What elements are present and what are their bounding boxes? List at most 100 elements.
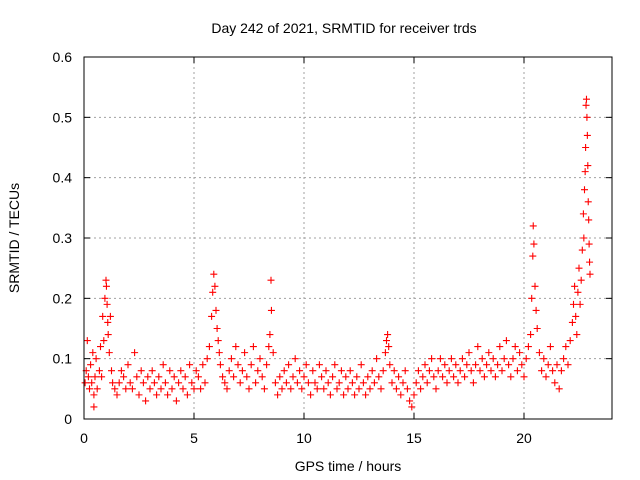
data-point: [421, 361, 429, 369]
data-point: [282, 379, 290, 387]
data-point: [106, 312, 114, 320]
data-point: [247, 361, 255, 369]
data-point: [88, 379, 96, 387]
data-point: [276, 373, 284, 381]
data-point: [342, 373, 350, 381]
data-point: [159, 361, 167, 369]
data-point: [395, 373, 403, 381]
data-point: [456, 367, 464, 375]
data-point: [469, 379, 477, 387]
data-point: [397, 391, 405, 399]
data-points: [81, 95, 594, 411]
data-point: [487, 367, 495, 375]
data-point: [124, 361, 132, 369]
data-point: [335, 379, 343, 387]
data-point: [586, 258, 594, 266]
data-point: [309, 367, 317, 375]
data-point: [256, 355, 264, 363]
data-point: [122, 385, 130, 393]
data-point: [150, 379, 158, 387]
data-point: [315, 361, 323, 369]
data-point: [186, 361, 194, 369]
data-point: [441, 361, 449, 369]
data-point: [135, 391, 143, 399]
data-point: [87, 361, 95, 369]
data-point: [320, 385, 328, 393]
data-point: [142, 397, 150, 405]
data-point: [98, 373, 106, 381]
data-point: [384, 331, 392, 339]
data-point: [172, 397, 180, 405]
y-tick-label: 0.5: [53, 109, 73, 125]
axis-ticks: 0 5 10 15 20 0 0.1 0.2 0.3 0.4 0.5 0.6: [53, 49, 612, 446]
data-point: [117, 367, 125, 375]
data-point: [549, 367, 557, 375]
data-point: [399, 379, 407, 387]
data-point: [496, 343, 504, 351]
data-point: [89, 349, 97, 357]
data-point: [304, 379, 312, 387]
data-point: [346, 367, 354, 375]
data-point: [531, 282, 539, 290]
data-point: [574, 288, 582, 296]
data-point: [234, 361, 242, 369]
data-point: [434, 367, 442, 375]
data-point: [289, 373, 297, 381]
data-point: [203, 355, 211, 363]
data-point: [291, 355, 299, 363]
data-point: [583, 131, 591, 139]
x-axis-label: GPS time / hours: [295, 458, 402, 474]
data-point: [265, 343, 273, 351]
data-point: [571, 282, 579, 290]
data-point: [148, 367, 156, 375]
data-point: [472, 361, 480, 369]
data-point: [370, 379, 378, 387]
data-point: [364, 373, 372, 381]
data-point: [516, 349, 524, 357]
y-tick-label: 0.6: [53, 49, 73, 65]
data-point: [194, 373, 202, 381]
data-point: [105, 349, 113, 357]
data-point: [293, 379, 301, 387]
data-point: [181, 373, 189, 381]
data-point: [535, 349, 543, 357]
data-point: [133, 373, 141, 381]
data-point: [344, 385, 352, 393]
data-point: [278, 385, 286, 393]
data-point: [104, 318, 112, 326]
data-point: [311, 379, 319, 387]
data-point: [386, 361, 394, 369]
data-point: [578, 246, 586, 254]
data-point: [95, 367, 103, 375]
data-point: [467, 367, 475, 375]
y-axis-label: SRMTID / TECUs: [6, 183, 22, 293]
data-point: [582, 95, 590, 103]
data-point: [562, 343, 570, 351]
data-point: [518, 361, 526, 369]
data-point: [108, 367, 115, 375]
data-point: [260, 385, 268, 393]
data-point: [243, 373, 251, 381]
data-point: [209, 288, 217, 296]
data-point: [509, 355, 517, 363]
data-point: [205, 343, 213, 351]
data-point: [546, 343, 554, 351]
data-point: [318, 373, 326, 381]
data-point: [568, 318, 576, 326]
data-point: [296, 367, 304, 375]
data-point: [359, 379, 367, 387]
data-point: [211, 282, 219, 290]
y-tick-label: 0.2: [53, 290, 73, 306]
data-point: [313, 385, 321, 393]
data-point: [274, 391, 282, 399]
data-point: [223, 385, 231, 393]
data-point: [219, 373, 227, 381]
data-point: [271, 379, 279, 387]
data-point: [84, 373, 92, 381]
data-point: [245, 385, 253, 393]
data-point: [155, 373, 163, 381]
data-point: [192, 367, 200, 375]
data-point: [498, 367, 506, 375]
data-point: [81, 379, 89, 387]
